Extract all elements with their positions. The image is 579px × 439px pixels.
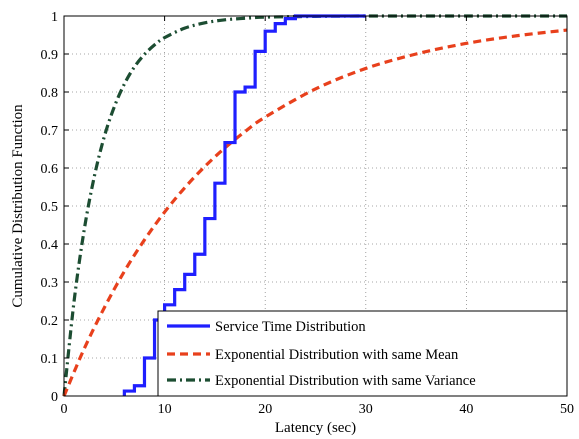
x-tick-label: 20 bbox=[258, 402, 272, 417]
x-tick-label: 30 bbox=[359, 402, 373, 417]
y-tick-label: 1 bbox=[51, 10, 58, 25]
y-tick-label: 0.4 bbox=[41, 238, 59, 253]
y-tick-label: 0.3 bbox=[41, 276, 59, 291]
x-axis-label: Latency (sec) bbox=[275, 420, 356, 436]
legend-label-service-time: Service Time Distribution bbox=[215, 319, 366, 335]
legend: Service Time Distribution Exponential Di… bbox=[157, 310, 568, 397]
x-tick-label: 40 bbox=[459, 402, 473, 417]
legend-label-exp-variance: Exponential Distribution with same Varia… bbox=[215, 373, 476, 389]
y-axis-label: Cumulative Distribution Function bbox=[10, 104, 26, 308]
x-tick-label: 50 bbox=[560, 402, 574, 417]
x-tick-label: 10 bbox=[158, 402, 172, 417]
legend-label-exp-mean: Exponential Distribution with same Mean bbox=[215, 347, 459, 363]
legend-box bbox=[157, 310, 568, 397]
x-tick-label: 0 bbox=[61, 402, 68, 417]
y-tick-label: 0.5 bbox=[41, 200, 59, 215]
y-tick-label: 0 bbox=[51, 390, 58, 405]
y-tick-label: 0.9 bbox=[41, 48, 59, 63]
ticks: 0 10 20 30 40 50 0 0.1 0.2 0.3 0.4 0.5 0.6 0.7 0.8 0.9 1 bbox=[41, 10, 575, 417]
y-tick-label: 0.2 bbox=[41, 314, 59, 329]
series-service-time-line bbox=[122, 14, 366, 396]
y-tick-label: 0.7 bbox=[41, 124, 59, 139]
y-tick-label: 0.1 bbox=[41, 352, 59, 367]
y-tick-label: 0.8 bbox=[41, 86, 59, 101]
y-tick-label: 0.6 bbox=[41, 162, 59, 177]
